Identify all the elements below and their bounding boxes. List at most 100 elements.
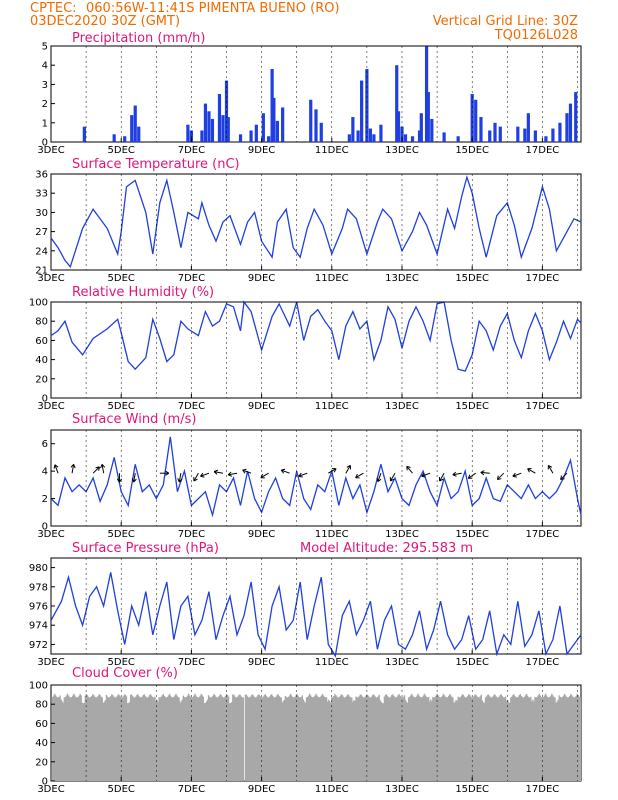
cloud-bar	[69, 697, 72, 781]
wind-ytick-label: 0	[42, 522, 48, 533]
cloud-bar	[76, 697, 78, 781]
cloud-xtick-label: 5DEC	[108, 784, 135, 795]
precip-bar	[351, 117, 355, 142]
precip-bar	[267, 136, 271, 142]
cloud-bar	[262, 696, 265, 781]
cloud-bar	[539, 695, 541, 781]
precip-xtick-label: 5DEC	[108, 145, 135, 156]
wind-arrow-head	[213, 469, 219, 475]
precip-title: Precipitation (mm/h)	[72, 31, 205, 46]
cloud-bar	[540, 697, 543, 781]
cloud-bar	[199, 695, 201, 781]
cloud-bar	[225, 694, 228, 781]
cloud-bar	[382, 703, 385, 781]
cloud-bar	[400, 697, 402, 781]
cloud-bar	[131, 694, 133, 781]
cloud-bar	[360, 694, 362, 781]
wind-xtick-label: 5DEC	[108, 529, 135, 540]
cloud-bar	[487, 694, 490, 781]
cloud-bar	[365, 694, 368, 781]
cloud-bar	[481, 700, 484, 781]
cloud-bar	[173, 696, 175, 781]
cloud-bar	[469, 694, 471, 781]
cloud-bar	[578, 696, 580, 781]
cloud-bar	[551, 693, 553, 781]
rh-xtick-label: 11DEC	[315, 401, 349, 412]
cloud-bar	[523, 696, 526, 781]
cloud-bar	[513, 694, 515, 781]
wind-arrow-head	[389, 476, 395, 482]
cloud-bar	[340, 694, 342, 781]
cloud-bar	[207, 695, 210, 781]
wind-arrow	[101, 464, 105, 474]
precip-bar	[186, 124, 190, 142]
cloud-panel: 0 20 40 60 80 100 3DEC 5DEC 7DEC 9DEC 11DEC 13DEC 15…	[29, 681, 582, 795]
precip-bar	[112, 134, 116, 142]
cloud-bar	[242, 697, 245, 781]
precip-bar	[281, 107, 285, 142]
precip-bar	[309, 99, 313, 142]
cloud-bar	[509, 702, 511, 781]
wind-arrow	[214, 471, 224, 474]
cloud-bar	[381, 703, 384, 781]
header-org: CPTEC:	[30, 1, 77, 16]
cloud-bar	[59, 695, 61, 781]
wind-arrow	[133, 473, 136, 483]
cloud-xtick-label: 7DEC	[178, 784, 205, 795]
cloud-bar	[421, 696, 424, 781]
cloud-bar	[213, 694, 215, 781]
wind-arrow	[298, 472, 308, 477]
precip-bar	[474, 99, 478, 142]
temp-xtick-label: 9DEC	[248, 273, 275, 284]
cloud-bar	[94, 696, 96, 781]
cloud-bar	[151, 696, 153, 781]
cloud-bar	[507, 701, 510, 781]
cloud-bar	[217, 697, 219, 781]
cloud-bar	[259, 696, 261, 781]
cloud-bar	[196, 696, 198, 781]
cloud-bar	[345, 696, 348, 781]
wind-ytick-label: 4	[42, 467, 48, 478]
cloud-bar	[526, 695, 529, 781]
cloud-bar	[252, 694, 254, 781]
wind-arrow	[560, 472, 568, 480]
cloud-bar	[395, 697, 397, 781]
cloud-bar	[398, 694, 400, 781]
cloud-bar	[386, 696, 389, 781]
temp-title: Surface Temperature (nC)	[72, 157, 240, 172]
cloud-bar	[330, 702, 332, 781]
temp-frame	[50, 173, 582, 271]
cloud-bar	[333, 695, 335, 781]
cloud-bar	[184, 697, 187, 781]
cloud-bar	[536, 696, 538, 781]
cloud-bar	[403, 695, 406, 781]
precip-bar	[403, 134, 408, 142]
cloud-bar	[563, 693, 566, 781]
precip-bar	[347, 134, 351, 142]
cloud-bar	[328, 700, 331, 781]
cloud-bar	[265, 696, 268, 781]
pressure-ytick-label: 972	[29, 640, 48, 651]
cloud-bar	[553, 696, 555, 781]
cloud-bar	[66, 693, 69, 781]
cloud-bar	[456, 700, 458, 781]
cloud-bar	[143, 694, 146, 781]
cloud-bar	[327, 699, 330, 781]
precip-bar	[426, 92, 430, 142]
cloud-bar	[374, 696, 376, 781]
cloud-bar	[450, 695, 452, 781]
cloud-bar	[104, 700, 107, 781]
wind-arrow-head	[496, 475, 502, 481]
cloud-bar	[562, 695, 565, 781]
cloud-bar	[108, 697, 111, 781]
cloud-bar	[370, 697, 372, 781]
cloud-bar	[211, 697, 213, 781]
cloud-bar	[212, 695, 214, 781]
cloud-bar	[179, 702, 181, 781]
cloud-bar	[310, 695, 312, 781]
wind-arrow	[480, 471, 490, 474]
cloud-bar	[528, 697, 530, 781]
cloud-bar	[397, 695, 399, 781]
wind-ytick-label: 2	[42, 494, 48, 505]
cloud-bar	[334, 694, 336, 781]
